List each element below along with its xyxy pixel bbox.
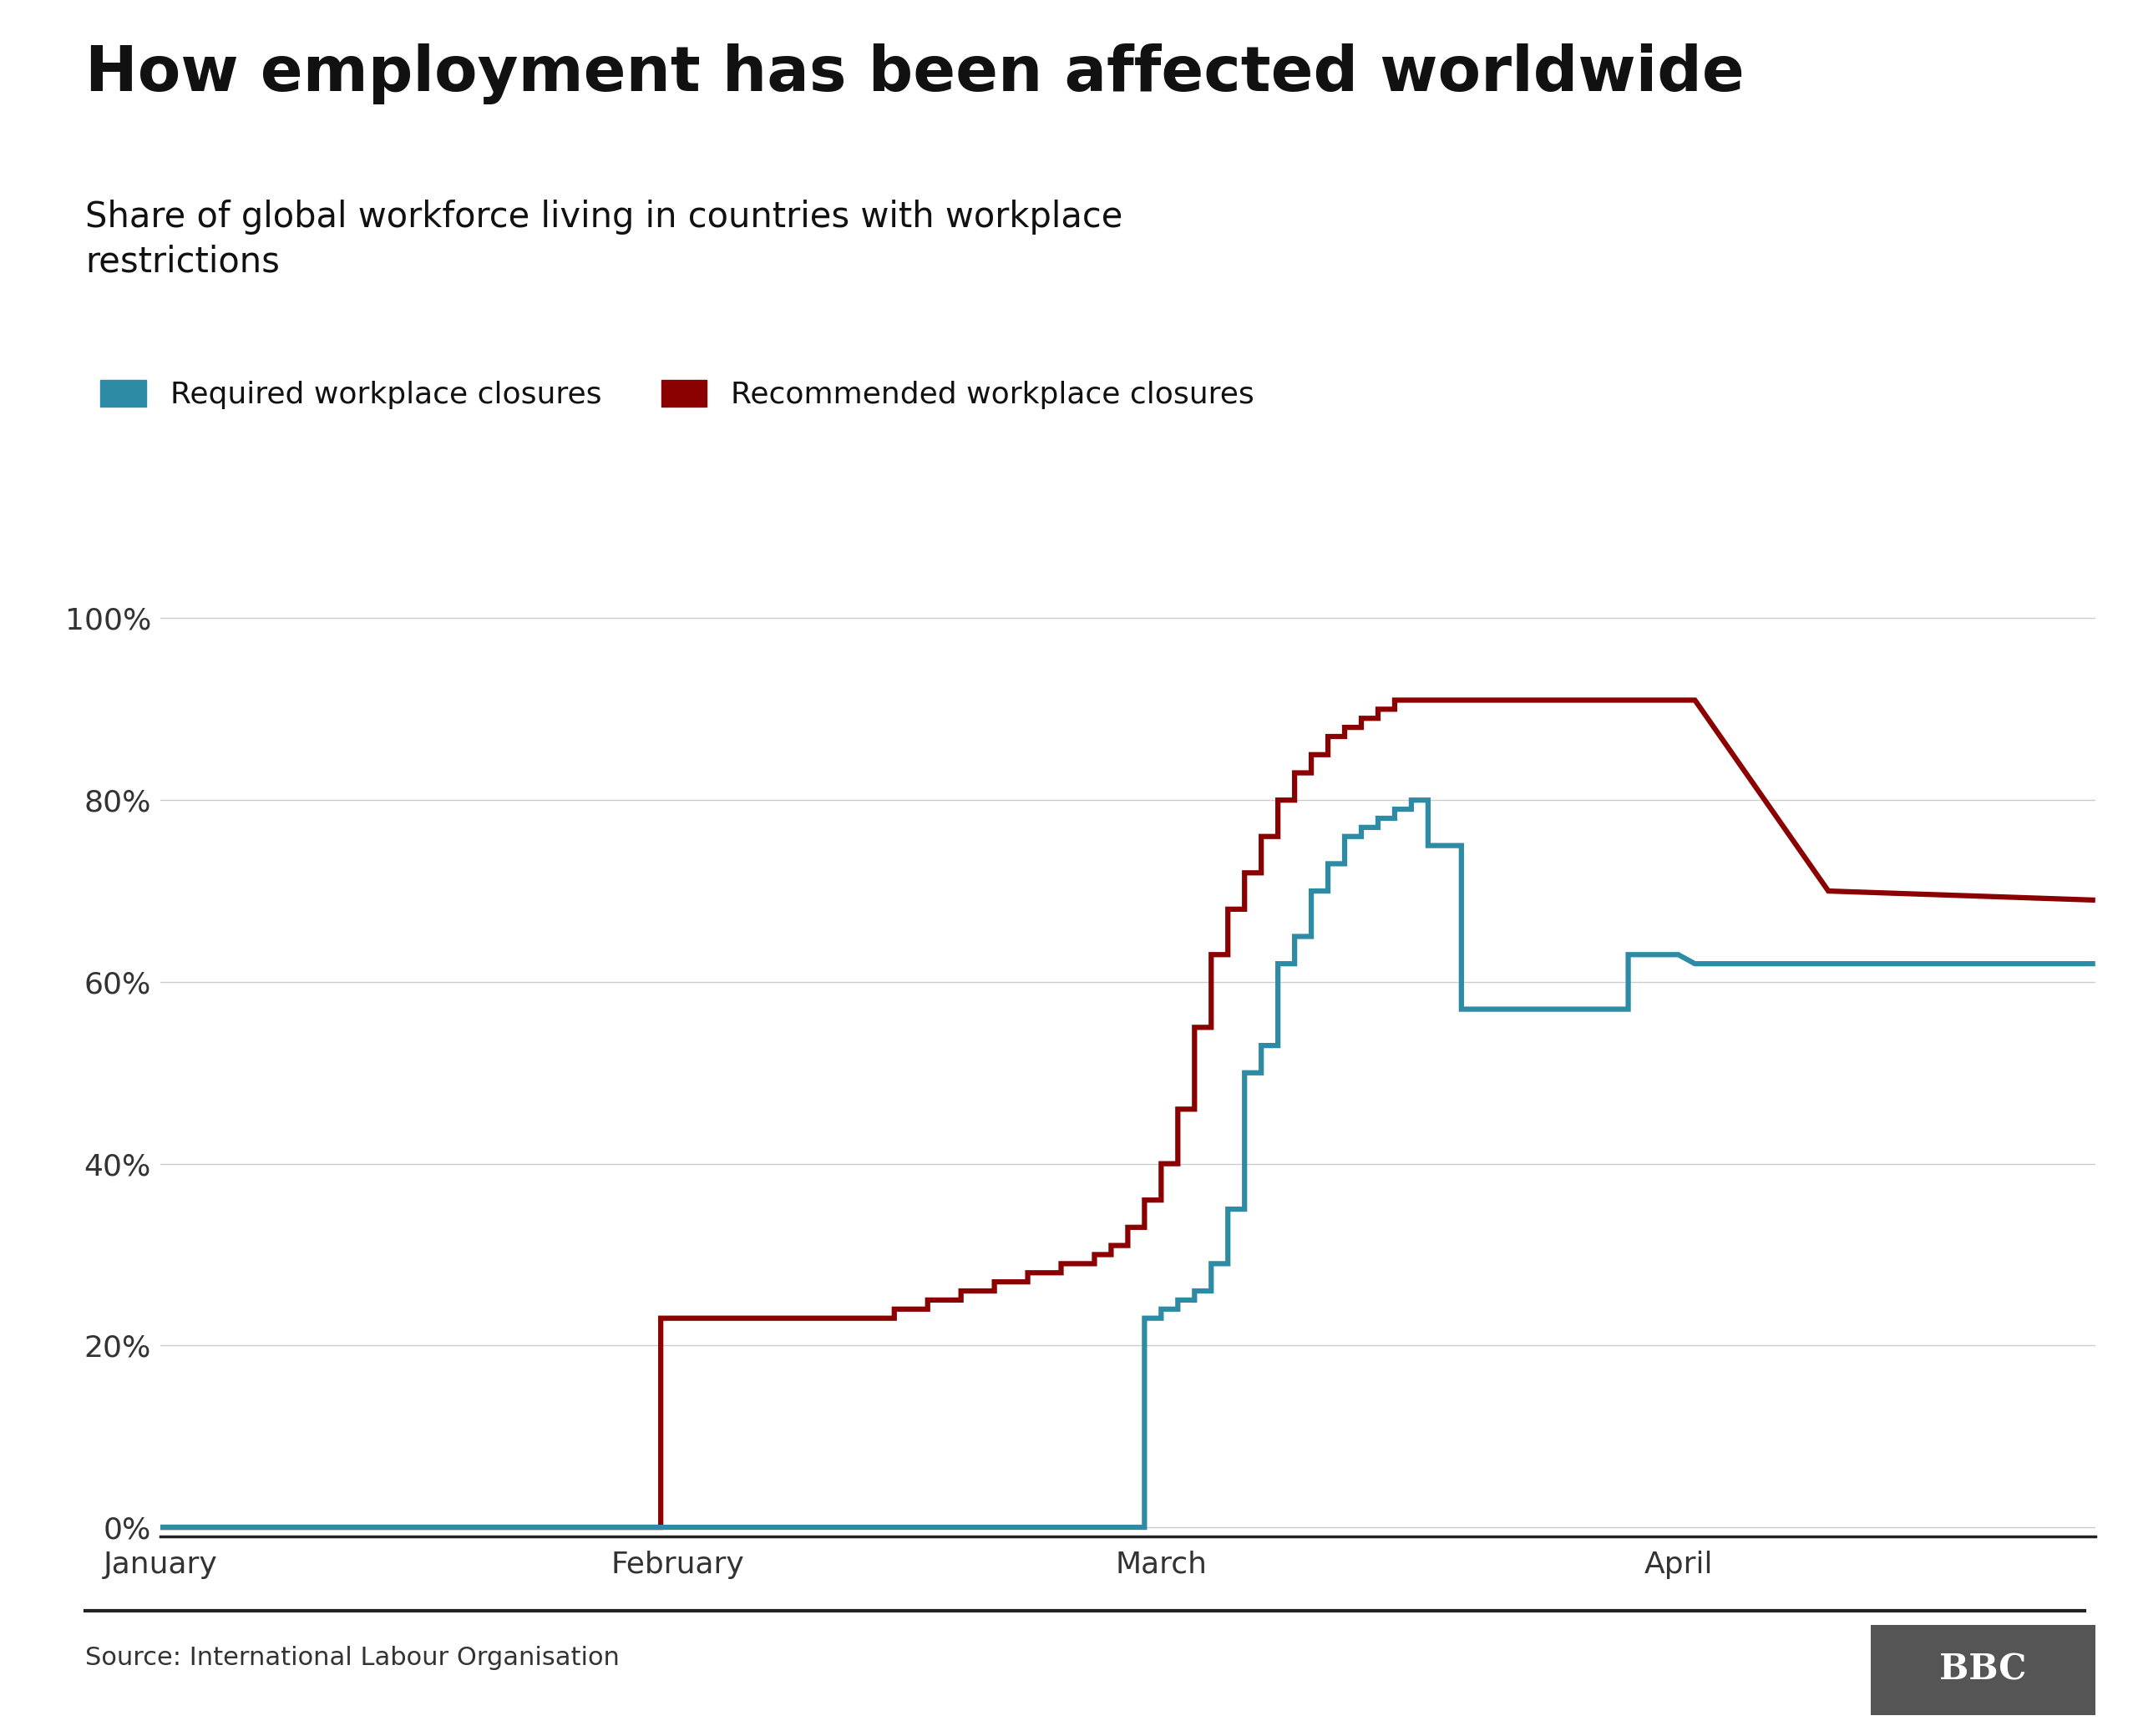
Legend: Required workplace closures, Recommended workplace closures: Required workplace closures, Recommended… [100,380,1255,410]
Text: Share of global workforce living in countries with workplace
restrictions: Share of global workforce living in coun… [86,200,1122,279]
Text: How employment has been affected worldwide: How employment has been affected worldwi… [86,43,1745,104]
Text: BBC: BBC [1939,1653,2027,1687]
Text: Source: International Labour Organisation: Source: International Labour Organisatio… [86,1646,620,1670]
